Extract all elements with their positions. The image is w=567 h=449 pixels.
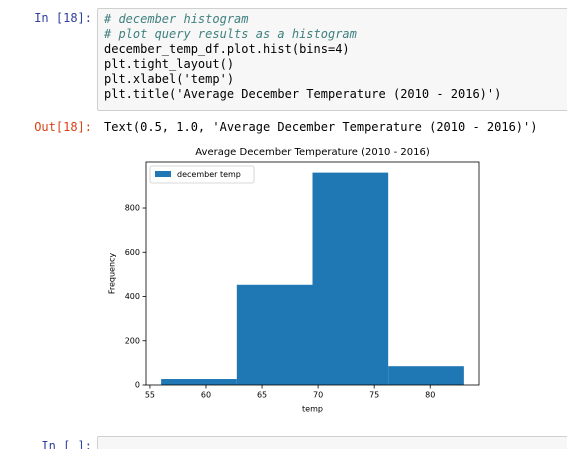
bar	[161, 379, 237, 385]
x-tick-label: 60	[201, 391, 211, 400]
bar	[236, 284, 313, 385]
input-prompt: In [18]:	[34, 11, 92, 25]
code-line: # december histogram	[104, 12, 249, 26]
legend-swatch	[155, 171, 171, 177]
code-line: # plot query results as a histogram	[104, 27, 357, 41]
x-tick-label: 65	[257, 391, 267, 400]
axes-frame	[145, 161, 480, 386]
legend-box	[149, 165, 255, 184]
code-line: plt.xlabel('temp')	[104, 72, 235, 86]
code-line: plt.tight_layout()	[104, 57, 235, 71]
code-cell[interactable]	[97, 436, 567, 449]
legend-label: december temp	[177, 170, 241, 179]
output-text: Text(0.5, 1.0, 'Average December Tempera…	[104, 120, 538, 134]
code-line: december_temp_df.plot.hist(bins=4)	[104, 42, 350, 56]
code-cell[interactable]: # december histogram # plot query results…	[97, 8, 567, 111]
y-tick-label: 0	[135, 381, 140, 390]
chart-title: Average December Temperature (2010 - 201…	[195, 147, 430, 158]
y-tick-label: 400	[125, 292, 140, 301]
y-tick-label: 200	[125, 336, 140, 345]
code-line: plt.title('Average December Temperature …	[104, 87, 502, 101]
output-prompt: Out[18]:	[34, 120, 92, 134]
x-tick-label: 80	[425, 391, 435, 400]
y-tick-label: 600	[125, 248, 140, 257]
x-tick-label: 75	[369, 391, 379, 400]
input-prompt: In [ ]:	[41, 439, 92, 449]
bar	[388, 366, 464, 385]
y-tick-label: 800	[125, 204, 140, 213]
y-axis-label: Frequency	[108, 253, 117, 295]
x-tick-label: 70	[313, 391, 323, 400]
x-tick-label: 55	[145, 391, 155, 400]
x-axis-label: temp	[302, 405, 323, 414]
bar	[312, 172, 389, 385]
